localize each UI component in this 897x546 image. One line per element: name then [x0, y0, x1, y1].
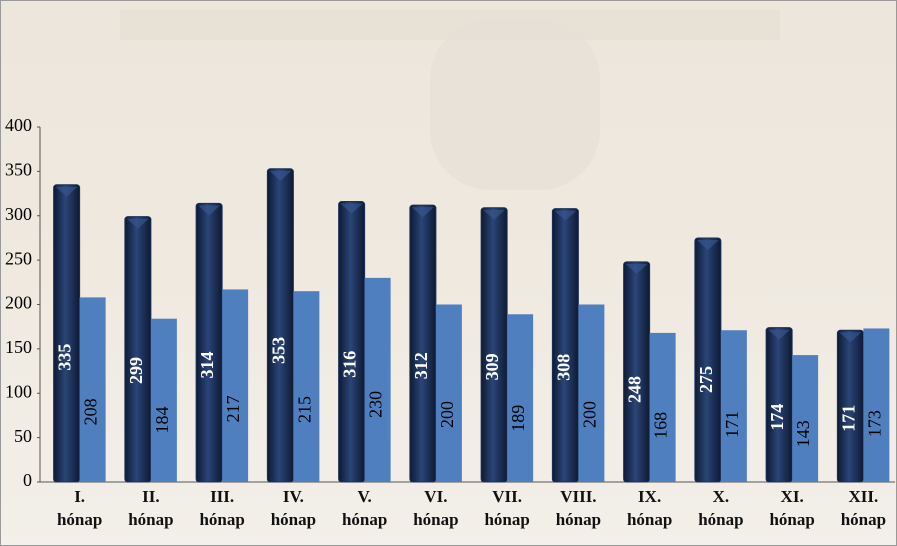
value-label: 309 — [482, 353, 502, 380]
value-label: 174 — [767, 404, 787, 431]
bar — [435, 304, 462, 482]
x-tick-label: V. hónap — [341, 487, 388, 529]
x-tick-label: X. hónap — [698, 487, 744, 529]
value-label: 168 — [651, 412, 671, 439]
y-tick-label: 300 — [5, 204, 32, 224]
bar — [649, 332, 676, 482]
value-label: 248 — [625, 376, 645, 403]
bar — [480, 207, 508, 483]
value-label: 200 — [580, 401, 600, 428]
bar-bevel — [839, 332, 862, 343]
bar — [79, 297, 106, 482]
x-tick-label: VIII. hónap — [555, 487, 602, 529]
y-tick-label: 200 — [5, 293, 32, 313]
bar — [578, 304, 605, 482]
bar — [124, 216, 152, 483]
value-label: 173 — [865, 410, 885, 437]
y-tick-label: 50 — [14, 426, 32, 446]
value-label: 299 — [126, 357, 146, 384]
value-label: 143 — [793, 420, 813, 447]
bar — [863, 328, 890, 482]
bar — [792, 355, 819, 482]
value-label: 171 — [722, 411, 742, 438]
building-shape — [430, 20, 600, 190]
y-tick-label: 150 — [5, 337, 32, 357]
bar-bevel — [554, 210, 577, 221]
value-label: 230 — [366, 391, 386, 418]
bar — [623, 261, 651, 483]
value-label: 171 — [839, 405, 859, 432]
x-tick-label: XI. hónap — [769, 487, 815, 529]
bar — [551, 208, 579, 483]
bar-bevel — [483, 209, 506, 220]
x-tick-label: IX. hónap — [626, 487, 673, 529]
x-tick-label: VII. hónap — [484, 487, 530, 529]
bar — [338, 201, 366, 483]
bar-bevel — [269, 170, 292, 181]
x-tick-label: IV. hónap — [270, 487, 317, 529]
bar — [364, 277, 391, 482]
bar — [150, 318, 177, 482]
bar — [507, 314, 534, 482]
bar-bevel — [55, 186, 78, 197]
y-tick-label: 250 — [5, 248, 32, 268]
building-shape — [120, 10, 780, 40]
value-label: 314 — [197, 351, 217, 378]
bar-bevel — [340, 203, 363, 214]
x-tick-label: XII. hónap — [840, 487, 887, 529]
bar-bevel — [696, 239, 719, 250]
value-label: 189 — [508, 405, 528, 432]
bar-bevel — [126, 218, 149, 229]
value-label: 308 — [554, 354, 574, 381]
bar — [720, 330, 747, 482]
value-label: 215 — [295, 396, 315, 423]
x-tick-label: II. hónap — [128, 487, 174, 529]
bar-bevel — [768, 329, 791, 340]
value-label: 184 — [152, 406, 172, 433]
y-tick-label: 0 — [23, 470, 32, 490]
y-tick-label: 400 — [5, 115, 32, 135]
bar — [694, 237, 722, 483]
bar — [195, 202, 223, 483]
bar-bevel — [411, 207, 434, 218]
bar — [53, 184, 81, 483]
bar — [222, 289, 249, 482]
bar — [293, 291, 320, 482]
y-tick-label: 100 — [5, 381, 32, 401]
value-label: 208 — [81, 398, 101, 425]
x-tick-label: I. hónap — [56, 487, 103, 529]
x-tick-label: III. hónap — [199, 487, 245, 529]
value-label: 200 — [437, 401, 457, 428]
bar-bevel — [625, 263, 648, 274]
bar — [409, 204, 437, 483]
value-label: 275 — [696, 366, 716, 393]
value-label: 335 — [55, 344, 75, 371]
bar — [266, 168, 294, 483]
x-tick-label: VI. hónap — [413, 487, 459, 529]
value-label: 312 — [411, 352, 431, 379]
y-tick-label: 350 — [5, 160, 32, 180]
value-label: 217 — [223, 395, 243, 422]
value-label: 353 — [269, 337, 289, 364]
bar-bevel — [198, 205, 221, 216]
value-label: 316 — [340, 351, 360, 378]
